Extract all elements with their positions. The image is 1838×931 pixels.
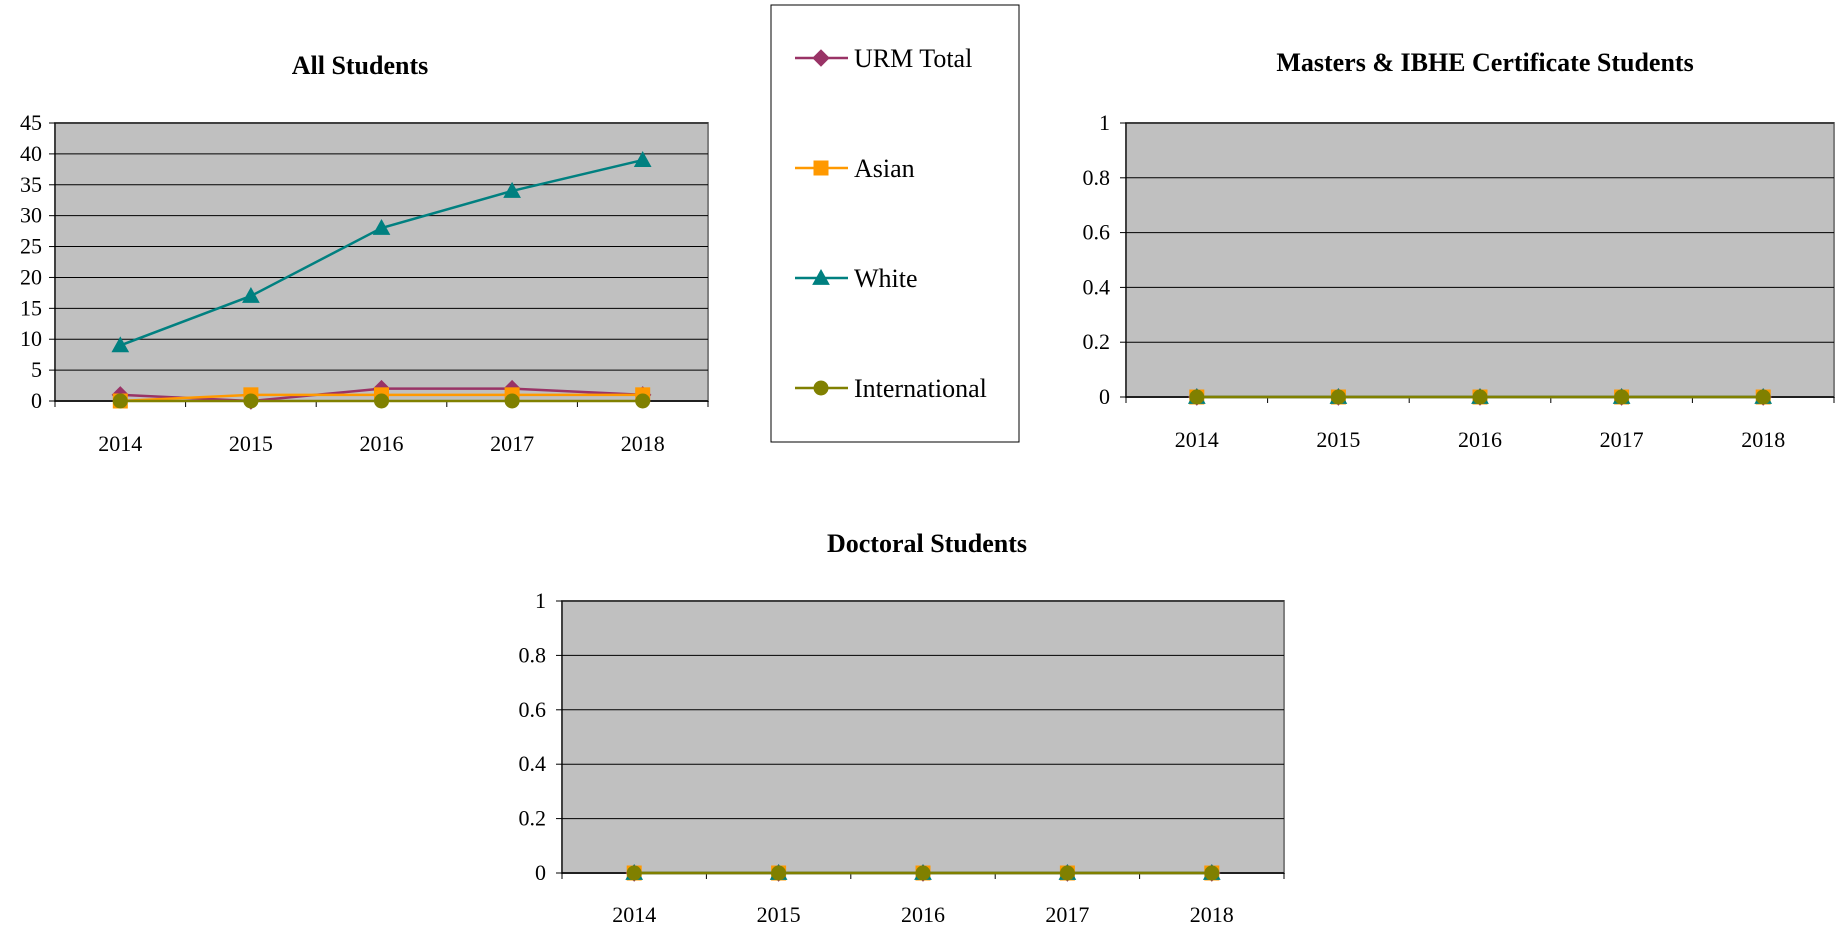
y-tick-label: 0.8 — [519, 642, 547, 667]
data-point-international — [771, 865, 787, 881]
data-point-international — [1189, 389, 1205, 405]
chart-doctoral-students: Doctoral Students 0 0.2 0.4 0.6 0.8 1 2014 2015… — [519, 529, 1285, 927]
y-tick-label: 35 — [20, 172, 42, 197]
y-tick-label: 0 — [535, 860, 546, 885]
legend-marker-circle-icon — [813, 380, 829, 396]
legend-label: International — [854, 374, 987, 403]
y-tick-label: 0.2 — [1083, 329, 1111, 354]
legend-marker-square-icon — [813, 160, 829, 176]
x-tick-label: 2018 — [1741, 427, 1785, 452]
legend-entry-asian: Asian — [795, 154, 915, 183]
x-tick-label: 2017 — [1600, 427, 1644, 452]
data-point-international — [1059, 865, 1075, 881]
x-tick-label: 2016 — [1458, 427, 1502, 452]
x-tick-label: 2016 — [901, 902, 945, 927]
x-tick-label: 2018 — [621, 431, 665, 456]
chart-title: All Students — [292, 51, 429, 80]
data-point-international — [1472, 389, 1488, 405]
data-point-international — [243, 393, 259, 409]
plot-area — [1125, 122, 1835, 398]
x-tick-label: 2014 — [612, 902, 656, 927]
data-point-white — [111, 336, 130, 353]
data-point-international — [374, 393, 389, 409]
legend-box — [770, 4, 1020, 443]
y-tick-label: 15 — [20, 295, 42, 320]
y-tick-label: 0 — [1099, 384, 1110, 409]
x-tick-label: 2014 — [98, 431, 142, 456]
x-tick-label: 2015 — [757, 902, 801, 927]
y-tick-label: 5 — [31, 357, 42, 382]
data-point-international — [1204, 865, 1220, 881]
data-point-international — [1330, 389, 1346, 405]
x-tick-label: 2017 — [1045, 902, 1089, 927]
data-point-international — [1755, 389, 1771, 405]
y-tick-label: 0.4 — [519, 751, 547, 776]
y-tick-label: 0.6 — [1083, 220, 1111, 245]
y-tick-label: 30 — [20, 203, 42, 228]
y-tick-label: 0.8 — [1083, 165, 1111, 190]
legend-label: Asian — [854, 154, 915, 183]
y-tick-label: 0 — [31, 388, 42, 413]
x-tick-label: 2015 — [1316, 427, 1360, 452]
legend-marker-diamond-icon — [812, 49, 830, 67]
chart-title: Doctoral Students — [827, 529, 1027, 558]
chart-masters-ibhe-students: Masters & IBHE Certificate Students 0 0.2… — [1083, 48, 1835, 452]
data-point-international — [635, 393, 651, 409]
y-tick-label: 25 — [20, 234, 42, 259]
y-tick-label: 1 — [535, 588, 546, 613]
data-point-international — [626, 865, 642, 881]
legend-label: White — [854, 264, 918, 293]
y-tick-label: 0.6 — [519, 697, 547, 722]
x-tick-label: 2014 — [1175, 427, 1219, 452]
y-tick-label: 10 — [20, 326, 42, 351]
y-tick-label: 40 — [20, 141, 42, 166]
x-tick-label: 2015 — [229, 431, 273, 456]
plot-area — [54, 122, 709, 402]
legend-entry-white: White — [795, 264, 918, 293]
y-tick-label: 0.2 — [519, 806, 547, 831]
chart-title: Masters & IBHE Certificate Students — [1276, 48, 1693, 77]
y-tick-label: 20 — [20, 264, 42, 289]
y-tick-label: 45 — [20, 110, 42, 135]
legend-entry-international: International — [795, 374, 987, 403]
data-point-international — [915, 865, 931, 881]
legend-entry-urm-total: URM Total — [795, 44, 972, 73]
data-point-white — [242, 286, 260, 303]
data-point-international — [1614, 389, 1630, 405]
legend: URM Total Asian White International — [770, 4, 1020, 443]
x-tick-label: 2017 — [490, 431, 534, 456]
legend-marker-triangle-icon — [812, 268, 830, 285]
legend-label: URM Total — [854, 44, 972, 73]
data-point-white — [633, 151, 652, 167]
data-point-international — [112, 393, 128, 409]
data-point-white — [372, 218, 391, 235]
y-tick-label: 1 — [1099, 110, 1110, 135]
y-tick-label: 0.4 — [1083, 274, 1111, 299]
data-point-international — [504, 393, 520, 409]
x-tick-label: 2018 — [1190, 902, 1234, 927]
chart-all-students: All Students 0 5 10 15 20 25 30 35 40 45 2014 2015 2… — [20, 51, 709, 456]
x-tick-label: 2016 — [360, 431, 404, 456]
data-point-white — [503, 181, 521, 198]
plot-area — [561, 600, 1285, 874]
